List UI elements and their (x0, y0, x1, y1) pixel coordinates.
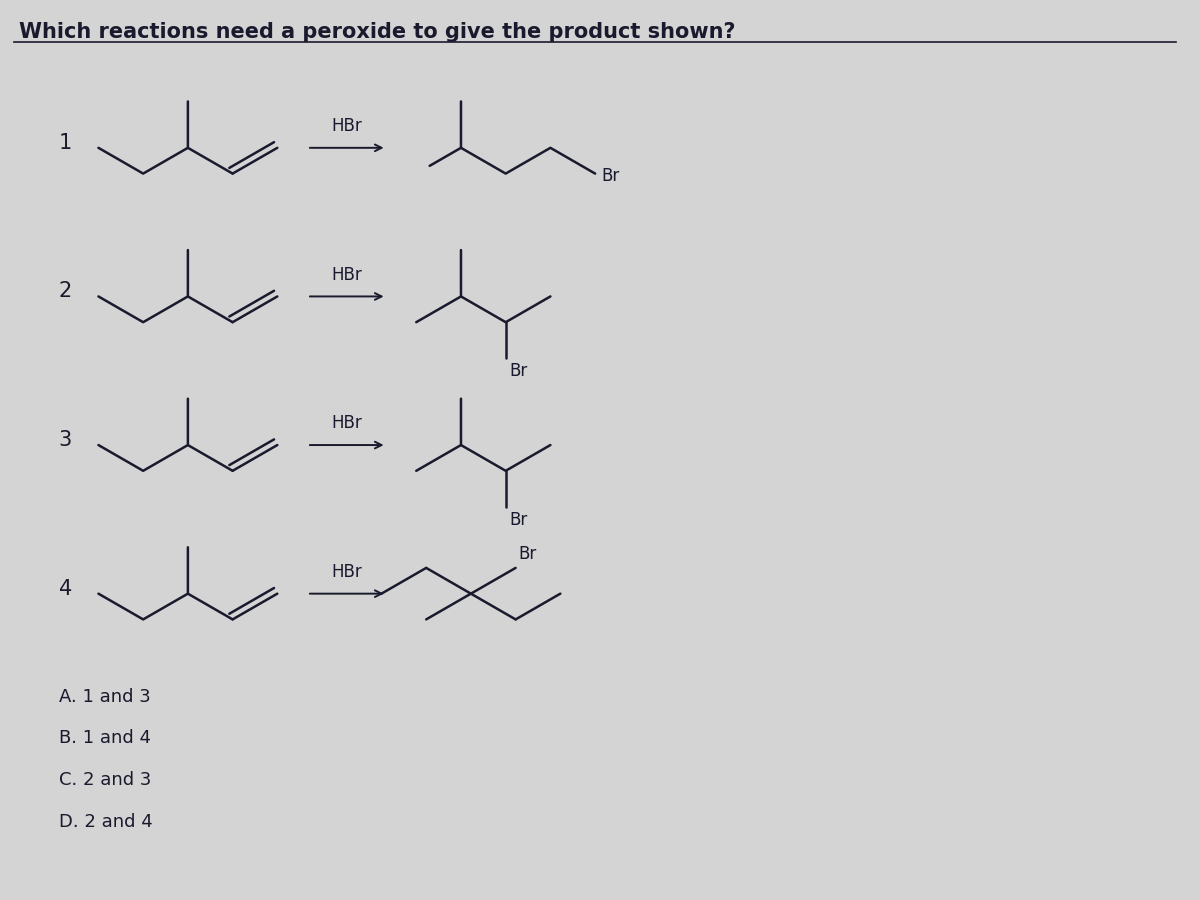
Text: 3: 3 (59, 430, 72, 450)
Text: Which reactions need a peroxide to give the product shown?: Which reactions need a peroxide to give … (19, 22, 736, 42)
Text: Br: Br (518, 544, 536, 562)
Text: HBr: HBr (331, 117, 362, 135)
Text: HBr: HBr (331, 562, 362, 580)
Text: HBr: HBr (331, 414, 362, 432)
Text: 4: 4 (59, 579, 72, 599)
Text: D. 2 and 4: D. 2 and 4 (59, 813, 152, 831)
Text: C. 2 and 3: C. 2 and 3 (59, 771, 151, 789)
Text: Br: Br (510, 362, 528, 380)
Text: HBr: HBr (331, 266, 362, 284)
Text: A. 1 and 3: A. 1 and 3 (59, 688, 150, 706)
Text: B. 1 and 4: B. 1 and 4 (59, 729, 151, 747)
Text: Br: Br (510, 511, 528, 529)
Text: Br: Br (601, 166, 619, 184)
Text: 2: 2 (59, 282, 72, 302)
Text: 1: 1 (59, 133, 72, 153)
